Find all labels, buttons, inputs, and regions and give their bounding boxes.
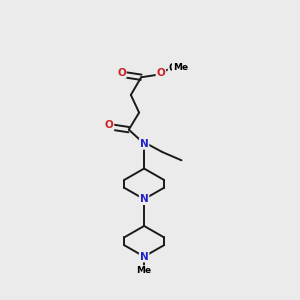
Text: O: O <box>157 68 165 78</box>
Text: N: N <box>140 194 148 204</box>
Text: N: N <box>140 139 148 149</box>
Text: Me: Me <box>136 266 152 275</box>
Text: N: N <box>140 252 148 262</box>
Text: O: O <box>169 63 177 73</box>
Text: O: O <box>105 120 113 130</box>
Text: O: O <box>117 68 126 78</box>
Text: Me: Me <box>173 63 188 72</box>
